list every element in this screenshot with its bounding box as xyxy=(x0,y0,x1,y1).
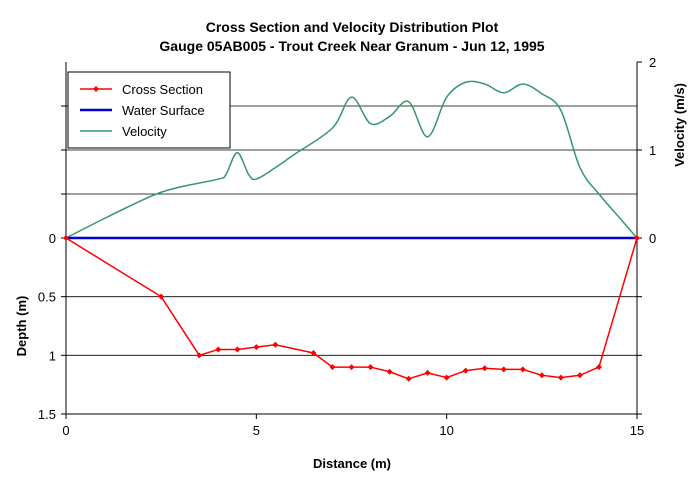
cross-section-point-19 xyxy=(538,372,545,379)
cross-section-point-8 xyxy=(329,364,336,371)
series-line-cross-section xyxy=(65,237,638,380)
depth-tick-label-2: 1 xyxy=(49,348,56,363)
cross-section-point-17 xyxy=(500,366,507,373)
cross-section-point-23 xyxy=(634,235,640,241)
x-tick-label-0: 0 xyxy=(62,423,69,438)
cross-section-point-11 xyxy=(386,368,393,375)
legend-label-velocity: Velocity xyxy=(122,124,167,139)
velocity-tick-label-1: 1 xyxy=(649,143,656,158)
cross-section-point-0 xyxy=(63,235,69,241)
cross-section-point-10 xyxy=(367,364,374,371)
cross-section-point-6 xyxy=(272,341,279,348)
y-axis-label-velocity: Velocity (m/s) xyxy=(672,83,687,167)
cross-section-point-5 xyxy=(253,344,260,351)
velocity-tick-label-0: 0 xyxy=(649,231,656,246)
cross-section-point-3 xyxy=(215,346,222,353)
y-axis-label-depth: Depth (m) xyxy=(14,296,29,357)
cross-section-point-13 xyxy=(424,369,431,376)
cross-section-point-18 xyxy=(519,366,526,373)
cross-section-point-7 xyxy=(310,349,317,356)
cross-section-point-16 xyxy=(481,365,488,372)
velocity-tick-label-2: 2 xyxy=(649,55,656,70)
legend-label-cross-section: Cross Section xyxy=(122,82,203,97)
legend-marker-cross-section xyxy=(93,86,99,92)
series-line-velocity xyxy=(65,80,638,239)
depth-tick-label-1: 0.5 xyxy=(38,290,56,305)
x-axis-label: Distance (m) xyxy=(313,456,391,471)
chart-title: Cross Section and Velocity Distribution … xyxy=(206,19,499,35)
cross-section-point-4 xyxy=(234,346,241,353)
chart-subtitle: Gauge 05AB005 - Trout Creek Near Granum … xyxy=(159,38,544,54)
depth-tick-label-0: 0 xyxy=(49,231,56,246)
cross-section-point-22 xyxy=(595,364,602,371)
cross-section-point-9 xyxy=(348,364,355,371)
legend: Cross Section Water Surface Velocity xyxy=(67,71,231,149)
cross-section-point-12 xyxy=(405,375,412,382)
cross-section-point-20 xyxy=(557,374,564,381)
cross-section-point-2 xyxy=(196,352,203,359)
depth-tick-label-3: 1.5 xyxy=(38,407,56,422)
cross-section-point-14 xyxy=(443,374,450,381)
cross-section-point-15 xyxy=(462,367,469,374)
x-tick-label-2: 10 xyxy=(439,423,453,438)
legend-label-water-surface: Water Surface xyxy=(122,103,205,118)
x-tick-label-3: 15 xyxy=(630,423,644,438)
x-tick-label-1: 5 xyxy=(253,423,260,438)
cross-section-point-21 xyxy=(576,372,583,379)
cross-section-point-1 xyxy=(158,293,165,300)
